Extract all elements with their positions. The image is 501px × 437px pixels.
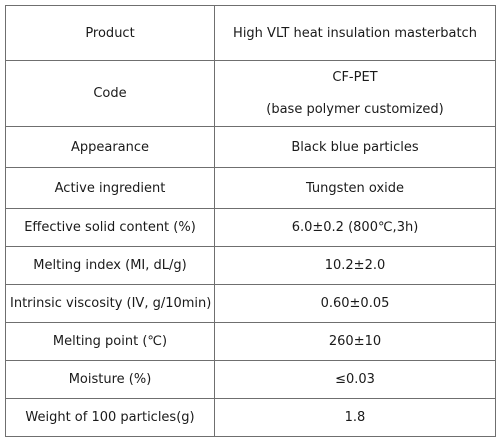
row-value-moisture: ≤0.03 [214, 360, 496, 399]
row-label-solid-content: Effective solid content (%) [5, 208, 215, 247]
row-label-moisture: Moisture (%) [5, 360, 215, 399]
row-label-code: Code [5, 60, 215, 127]
row-value-particle-weight: 1.8 [214, 398, 496, 437]
row-label-melting-point: Melting point (℃) [5, 322, 215, 361]
row-label-product: Product [5, 5, 215, 61]
row-label-melting-index: Melting index (MI, dL/g) [5, 246, 215, 285]
table-row: Melting index (MI, dL/g) 10.2±2.0 [5, 246, 496, 285]
row-value-active-ingredient: Tungsten oxide [214, 167, 496, 209]
row-value-melting-index: 10.2±2.0 [214, 246, 496, 285]
code-note: (base polymer customized) [266, 101, 444, 117]
table-row: Weight of 100 particles(g) 1.8 [5, 398, 496, 437]
row-value-intrinsic-viscosity: 0.60±0.05 [214, 284, 496, 323]
row-label-appearance: Appearance [5, 126, 215, 168]
table-row: Code CF-PET (base polymer customized) [5, 60, 496, 127]
row-label-intrinsic-viscosity: Intrinsic viscosity (IV, g/10min) [5, 284, 215, 323]
table-row: Active ingredient Tungsten oxide [5, 167, 496, 209]
spec-table: Product High VLT heat insulation masterb… [5, 5, 496, 437]
row-value-product: High VLT heat insulation masterbatch [214, 5, 496, 61]
table-row: Melting point (℃) 260±10 [5, 322, 496, 361]
row-label-particle-weight: Weight of 100 particles(g) [5, 398, 215, 437]
code-value: CF-PET [332, 69, 378, 85]
table-row: Moisture (%) ≤0.03 [5, 360, 496, 399]
table-row: Effective solid content (%) 6.0±0.2 (800… [5, 208, 496, 247]
row-value-melting-point: 260±10 [214, 322, 496, 361]
table-row: Intrinsic viscosity (IV, g/10min) 0.60±0… [5, 284, 496, 323]
row-value-solid-content: 6.0±0.2 (800℃,3h) [214, 208, 496, 247]
row-value-appearance: Black blue particles [214, 126, 496, 168]
row-label-active-ingredient: Active ingredient [5, 167, 215, 209]
table-row: Appearance Black blue particles [5, 126, 496, 168]
row-value-code: CF-PET (base polymer customized) [214, 60, 496, 127]
table-row: Product High VLT heat insulation masterb… [5, 5, 496, 61]
